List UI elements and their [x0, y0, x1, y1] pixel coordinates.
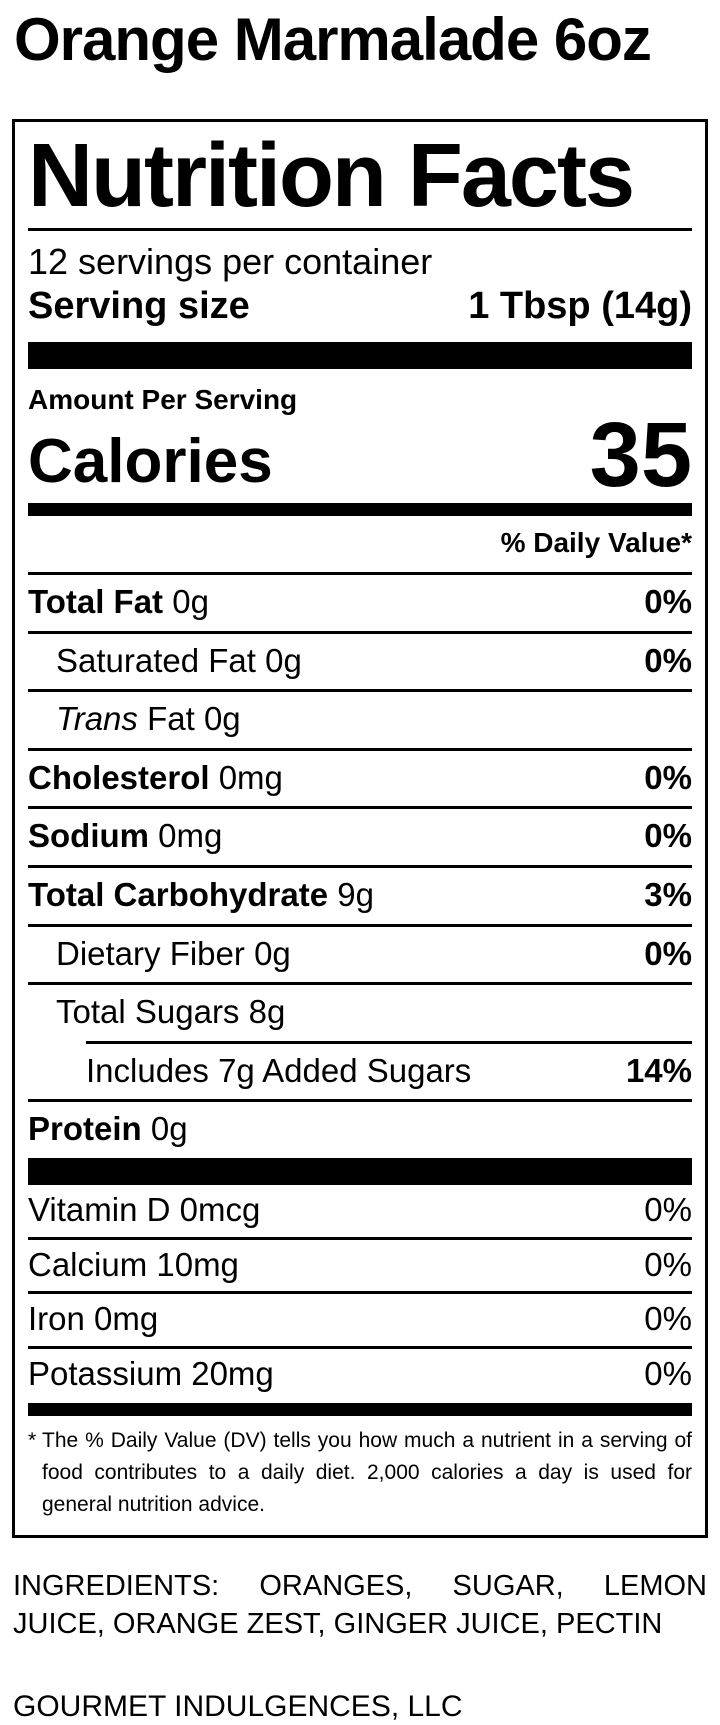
servings-per-container: 12 servings per container — [28, 240, 433, 282]
serving-size-label: Serving size — [28, 285, 250, 328]
calories-value: 35 — [589, 404, 692, 507]
nutrient-row: Includes 7g Added Sugars 14% — [28, 1044, 692, 1100]
micronutrient-row: Potassium 20mg 0% — [28, 1345, 692, 1401]
nutrient-row: Trans Fat 0g — [28, 689, 692, 748]
micronutrient-daily-value: 0% — [644, 1354, 692, 1392]
nutrient-name: Saturated Fat 0g — [56, 641, 302, 679]
micronutrient-name: Calcium 10mg — [28, 1245, 239, 1283]
nutrient-daily-value: 0% — [644, 641, 692, 679]
nutrient-daily-value: 3% — [644, 875, 692, 913]
nutrient-row: Protein 0g — [28, 1099, 692, 1158]
nutrient-amount: 0mg — [158, 817, 223, 855]
thick-divider — [28, 1157, 692, 1185]
amount-per-serving-label: Amount Per Serving — [28, 383, 298, 415]
micronutrient-name: Iron 0mg — [28, 1300, 159, 1338]
nutrient-name: Dietary Fiber 0g — [56, 934, 291, 972]
nutrient-row: Cholesterol 0mg 0% — [28, 747, 692, 807]
manufacturer-text: GOURMET INDULGENCES, LLC — [13, 1690, 463, 1724]
ingredients-text: INGREDIENTS: ORANGES, SUGAR, LEMON JUICE… — [13, 1570, 707, 1640]
nutrient-amount: 0g — [203, 700, 241, 738]
thick-divider — [28, 341, 692, 369]
nutrient-row: Saturated Fat 0g 0% — [28, 630, 692, 690]
medium-divider — [28, 1403, 692, 1417]
nutrient-daily-value: 0% — [644, 583, 692, 621]
micronutrient-daily-value: 0% — [644, 1190, 692, 1228]
nutrient-amount: 9g — [337, 875, 374, 913]
nutrient-rows: Total Fat 0g 0% Saturated Fat 0g 0% Trans Fa… — [28, 572, 692, 1158]
nutrient-row: Total Carbohydrate 9g 3% — [28, 864, 692, 924]
micronutrient-daily-value: 0% — [644, 1300, 692, 1338]
nutrient-amount: 8g — [248, 993, 286, 1031]
serving-size-value: 1 Tbsp (14g) — [468, 285, 692, 328]
nutrient-row: Total Fat 0g 0% — [28, 572, 692, 631]
micronutrient-name: Potassium 20mg — [28, 1354, 274, 1392]
nutrient-name: Sodium 0mg — [28, 817, 223, 855]
nutrient-row: Sodium 0mg 0% — [28, 806, 692, 865]
nutrient-name: Total Carbohydrate 9g — [28, 875, 374, 913]
nutrient-row: Total Sugars 8g — [28, 982, 692, 1041]
nutrient-daily-value: 14% — [625, 1051, 692, 1089]
nutrient-row: Dietary Fiber 0g 0% — [28, 923, 692, 983]
nutrition-facts-heading: Nutrition Facts — [28, 126, 635, 227]
calories-row: Calories 35 — [28, 404, 692, 507]
nutrition-label: Nutrition Facts 12 servings per containe… — [12, 119, 708, 1539]
micronutrient-name: Vitamin D 0mcg — [28, 1190, 261, 1228]
nutrient-name: Total Fat 0g — [28, 583, 209, 621]
micronutrient-daily-value: 0% — [644, 1245, 692, 1283]
nutrient-amount: 0mg — [218, 758, 283, 796]
footnote-text: The % Daily Value (DV) tells you how muc… — [42, 1429, 692, 1517]
footnote-marker: * — [28, 1429, 37, 1453]
micronutrient-rows: Vitamin D 0mcg 0% Calcium 10mg 0% Iron 0mg 0%… — [28, 1185, 692, 1417]
nutrient-daily-value: 0% — [644, 758, 692, 796]
nutrient-amount: 0g — [150, 1110, 188, 1148]
nutrient-amount: 0g — [172, 583, 209, 621]
daily-value-header: % Daily Value* — [500, 527, 692, 559]
nutrient-daily-value: 0% — [644, 817, 692, 855]
nutrient-name: Trans Fat 0g — [56, 700, 241, 738]
nutrient-amount: 0g — [254, 934, 291, 972]
nutrient-name: Protein 0g — [28, 1110, 188, 1148]
nutrient-daily-value: 0% — [644, 934, 692, 972]
nutrient-name: Includes 7g Added Sugars — [86, 1051, 472, 1089]
footnote: * The % Daily Value (DV) tells you how m… — [28, 1425, 692, 1521]
short-divider — [86, 1040, 692, 1044]
serving-size-row: Serving size 1 Tbsp (14g) — [28, 285, 692, 328]
micronutrient-row: Calcium 10mg 0% — [28, 1236, 692, 1292]
micronutrient-row: Vitamin D 0mcg 0% — [28, 1185, 692, 1237]
nutrient-amount: 0g — [265, 641, 302, 679]
nutrient-name: Cholesterol 0mg — [28, 758, 283, 796]
micronutrient-row: Iron 0mg 0% — [28, 1291, 692, 1346]
calories-label: Calories — [28, 427, 273, 497]
nutrient-name: Total Sugars 8g — [56, 993, 286, 1031]
page-title: Orange Marmalade 6oz — [14, 6, 652, 73]
heading-divider — [28, 227, 692, 231]
medium-divider — [28, 503, 692, 517]
